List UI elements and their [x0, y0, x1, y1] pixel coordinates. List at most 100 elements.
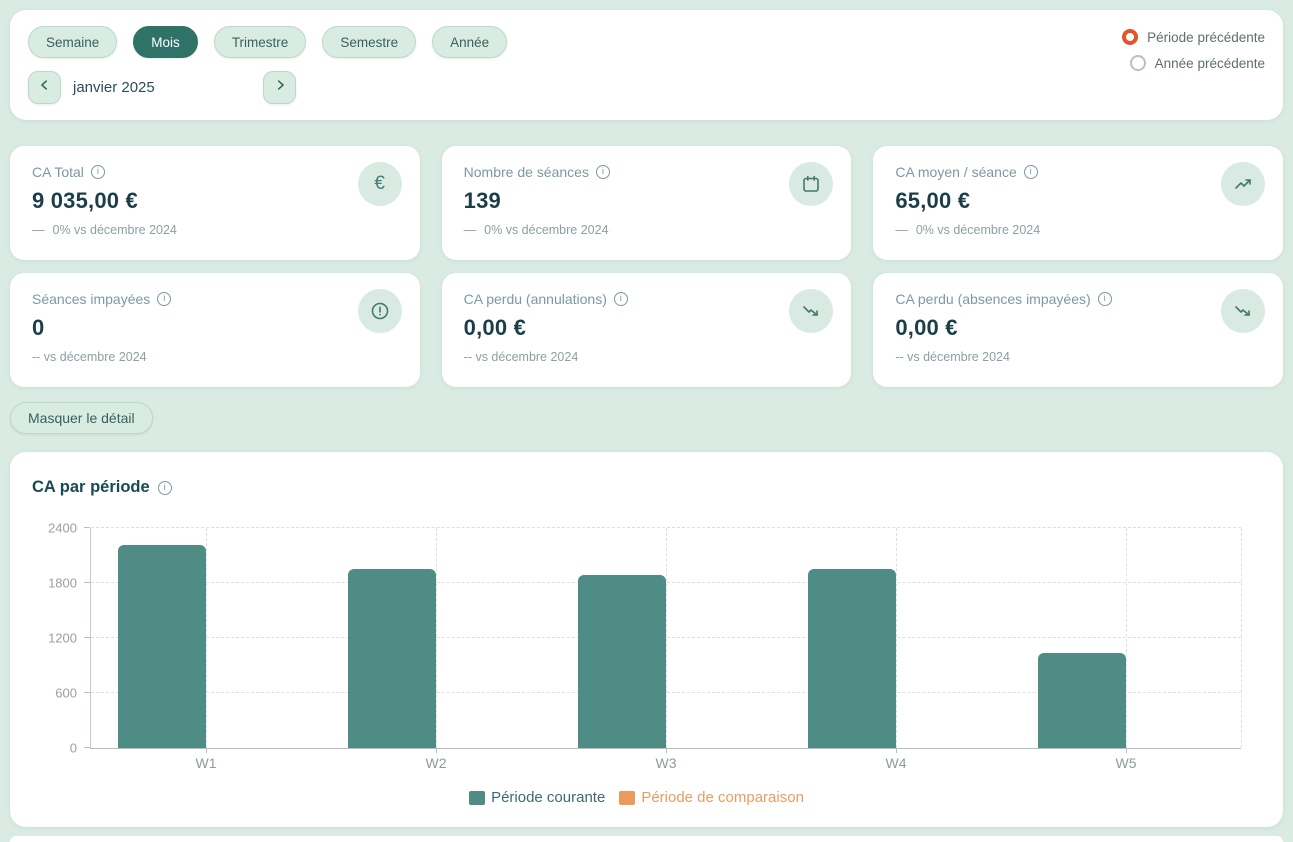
- calendar-icon: [789, 162, 834, 206]
- radio-label: Année précédente: [1154, 55, 1265, 71]
- tab-mois[interactable]: Mois: [133, 26, 198, 58]
- kpi-delta: — 0% vs décembre 2024: [464, 223, 830, 237]
- kpi-delta-text: 0% vs décembre 2024: [915, 223, 1041, 237]
- y-axis-tick-label: 1800: [48, 575, 77, 591]
- kpi-title: CA moyen / séance: [895, 164, 1017, 180]
- kpi-card-ca-total: CA Total 9 035,00 € — 0% vs décembre 202…: [10, 146, 420, 260]
- radio-periode-precedente[interactable]: Période précédente: [1122, 29, 1265, 45]
- chevron-left-icon: [38, 78, 52, 97]
- comparison-mode-group: Période précédente Année précédente: [1122, 29, 1265, 71]
- info-icon[interactable]: [1023, 165, 1038, 179]
- trend-up-icon: [1220, 162, 1265, 206]
- x-axis-tick-label: W3: [655, 755, 677, 771]
- legend-swatch-comparison: [619, 790, 636, 805]
- legend-swatch-current: [469, 790, 486, 805]
- kpi-title: Nombre de séances: [463, 164, 589, 180]
- chart-legend: Période courante Période de comparaison: [32, 789, 1241, 806]
- minus-icon: —: [32, 223, 45, 237]
- kpi-title: CA perdu (annulations): [463, 291, 607, 307]
- kpi-title-row: CA Total: [32, 164, 398, 180]
- kpi-title-row: CA moyen / séance: [895, 164, 1261, 180]
- radio-unselected-icon[interactable]: [1129, 55, 1146, 71]
- kpi-delta: — 0% vs décembre 2024: [32, 223, 398, 237]
- kpi-card-ca-moyen: CA moyen / séance 65,00 € — 0% vs décemb…: [873, 146, 1283, 260]
- kpi-value: 139: [463, 188, 501, 213]
- y-axis-tick-label: 600: [55, 685, 77, 701]
- previous-period-button[interactable]: [28, 71, 61, 104]
- kpi-title-row: Nombre de séances: [464, 164, 830, 180]
- x-axis-tick-label: W1: [195, 755, 217, 771]
- minus-icon: —: [895, 223, 908, 237]
- kpi-value: 0,00 €: [895, 315, 958, 340]
- next-period-button[interactable]: [263, 71, 296, 104]
- chart-bar: [808, 569, 896, 748]
- period-tabs: Semaine Mois Trimestre Semestre Année: [28, 26, 1265, 58]
- kpi-delta-text: -- vs décembre 2024: [463, 350, 579, 364]
- hide-detail-button[interactable]: Masquer le détail: [10, 402, 153, 434]
- x-axis-tick-label: W2: [425, 755, 447, 771]
- radio-label: Période précédente: [1147, 29, 1265, 45]
- kpi-title-row: CA perdu (annulations): [464, 291, 830, 307]
- tab-semestre[interactable]: Semestre: [322, 26, 417, 58]
- kpi-value: 0: [32, 315, 45, 340]
- chevron-right-icon: [273, 78, 287, 97]
- legend-label: Période de comparaison: [641, 789, 804, 806]
- kpi-cards-grid: CA Total 9 035,00 € — 0% vs décembre 202…: [10, 146, 1283, 387]
- y-axis-tick-label: 2400: [48, 520, 77, 536]
- date-navigator: janvier 2025: [28, 71, 1265, 104]
- ca-par-periode-card: CA par période 0 600 1200 1800 2400 W1 W2 W3 W4 W…: [10, 452, 1283, 827]
- radio-selected-icon[interactable]: [1122, 29, 1139, 45]
- kpi-delta-text: -- vs décembre 2024: [895, 350, 1010, 364]
- chart-title-row: CA par période: [32, 478, 1241, 497]
- kpi-delta: -- vs décembre 2024: [895, 350, 1261, 364]
- kpi-delta: -- vs décembre 2024: [32, 350, 398, 364]
- info-icon[interactable]: [1097, 292, 1112, 306]
- kpi-card-seances-impayees: Séances impayées 0 -- vs décembre 2024: [10, 273, 420, 387]
- kpi-delta-text: -- vs décembre 2024: [32, 350, 147, 364]
- chart-title: CA par période: [32, 478, 150, 496]
- kpi-title-row: Séances impayées: [32, 291, 398, 307]
- chart-bar: [118, 545, 206, 748]
- current-period-label: janvier 2025: [73, 79, 155, 96]
- chart-bar: [1038, 652, 1126, 748]
- y-axis-tick-label: 0: [69, 740, 77, 756]
- kpi-card-ca-perdu-annulations: CA perdu (annulations) 0,00 € -- vs déce…: [441, 273, 852, 387]
- kpi-delta-text: 0% vs décembre 2024: [484, 223, 609, 237]
- x-axis-tick-label: W4: [885, 755, 907, 771]
- radio-annee-precedente[interactable]: Année précédente: [1129, 55, 1265, 71]
- kpi-card-ca-perdu-absences: CA perdu (absences impayées) 0,00 € -- v…: [873, 273, 1283, 387]
- kpi-value: 9 035,00 €: [32, 188, 138, 213]
- kpi-title-row: CA perdu (absences impayées): [895, 291, 1261, 307]
- kpi-delta: -- vs décembre 2024: [464, 350, 830, 364]
- info-icon[interactable]: [157, 292, 172, 306]
- kpi-title: CA perdu (absences impayées): [895, 291, 1091, 307]
- kpi-value: 0,00 €: [463, 315, 527, 340]
- kpi-title: Séances impayées: [32, 291, 151, 307]
- info-icon[interactable]: [595, 165, 610, 179]
- next-card-peek: [10, 836, 1283, 842]
- chart-bar: [578, 575, 666, 748]
- trend-down-icon: [1220, 289, 1265, 333]
- tab-trimestre[interactable]: Trimestre: [213, 26, 307, 58]
- kpi-value: 65,00 €: [895, 188, 971, 213]
- legend-item-current[interactable]: Période courante: [469, 789, 605, 806]
- legend-item-comparison[interactable]: Période de comparaison: [619, 789, 804, 806]
- legend-label: Période courante: [491, 789, 606, 806]
- tab-semaine[interactable]: Semaine: [28, 26, 118, 58]
- kpi-title: CA Total: [32, 164, 84, 180]
- euro-icon: €: [357, 162, 402, 206]
- info-icon[interactable]: [90, 165, 105, 179]
- kpi-delta-text: 0% vs décembre 2024: [52, 223, 177, 237]
- info-icon[interactable]: [157, 480, 172, 495]
- bar-chart-plot: 0 600 1200 1800 2400 W1 W2 W3 W4 W5: [48, 521, 1242, 771]
- tab-annee[interactable]: Année: [432, 26, 508, 58]
- period-toolbar: Semaine Mois Trimestre Semestre Année ja…: [10, 10, 1283, 120]
- trend-down-icon: [789, 289, 834, 333]
- x-axis-tick-label: W5: [1115, 755, 1137, 771]
- chart-bar: [348, 569, 436, 748]
- minus-icon: —: [463, 223, 477, 237]
- info-icon[interactable]: [613, 292, 628, 306]
- y-axis-tick-label: 1200: [48, 630, 77, 646]
- kpi-delta: — 0% vs décembre 2024: [895, 223, 1261, 237]
